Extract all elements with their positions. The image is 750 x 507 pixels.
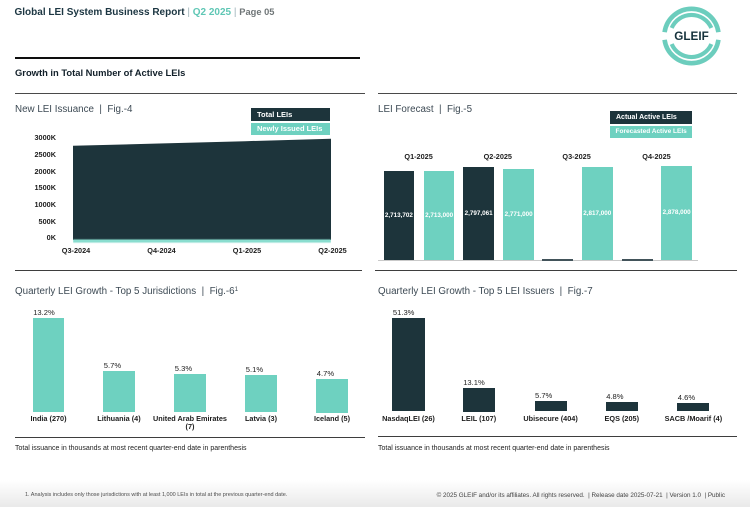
svg-text:GLEIF: GLEIF bbox=[674, 30, 708, 43]
